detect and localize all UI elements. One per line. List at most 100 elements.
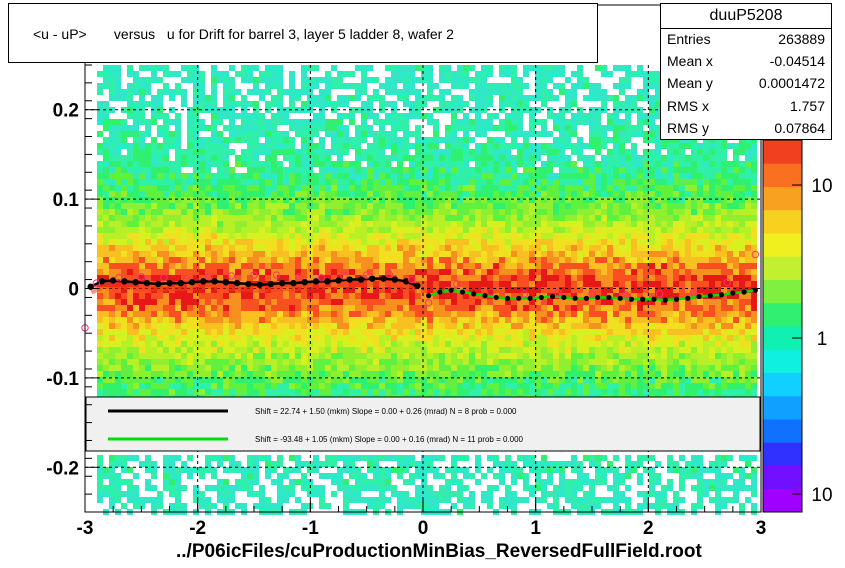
heatmap-cell <box>631 263 637 269</box>
heatmap-cell <box>457 329 463 335</box>
heatmap-cell <box>409 143 415 149</box>
heatmap-cell <box>631 167 637 173</box>
heatmap-cell <box>163 197 169 203</box>
heatmap-cell <box>469 299 475 305</box>
heatmap-cell <box>253 311 259 317</box>
heatmap-cell <box>97 317 103 323</box>
heatmap-cell <box>673 239 679 245</box>
heatmap-cell <box>391 143 397 149</box>
heatmap-cell <box>103 275 109 281</box>
heatmap-cell <box>445 359 451 365</box>
heatmap-cell <box>169 203 175 209</box>
heatmap-cell <box>175 269 181 275</box>
heatmap-cell <box>559 281 565 287</box>
heatmap-cell <box>493 191 499 197</box>
heatmap-cell <box>301 233 307 239</box>
heatmap-cell <box>295 197 301 203</box>
heatmap-cell <box>379 143 385 149</box>
heatmap-cell <box>163 71 169 77</box>
heatmap-cell <box>283 131 289 137</box>
heatmap-cell <box>229 269 235 275</box>
heatmap-cell <box>667 311 673 317</box>
heatmap-cell <box>517 83 523 89</box>
heatmap-cell <box>451 131 457 137</box>
heatmap-cell <box>727 179 733 185</box>
heatmap-cell <box>331 209 337 215</box>
heatmap-cell <box>181 305 187 311</box>
heatmap-cell <box>349 71 355 77</box>
heatmap-cell <box>535 65 541 71</box>
heatmap-cell <box>601 203 607 209</box>
heatmap-cell <box>439 221 445 227</box>
heatmap-cell <box>235 197 241 203</box>
heatmap-cell <box>343 359 349 365</box>
heatmap-cell <box>271 155 277 161</box>
heatmap-cell <box>289 263 295 269</box>
heatmap-cell <box>97 335 103 341</box>
heatmap-cell <box>289 329 295 335</box>
heatmap-cell <box>577 299 583 305</box>
heatmap-cell <box>115 173 121 179</box>
heatmap-cell <box>463 305 469 311</box>
heatmap-cell <box>319 257 325 263</box>
heatmap-cell <box>595 221 601 227</box>
heatmap-cell <box>475 89 481 95</box>
heatmap-cell <box>253 227 259 233</box>
heatmap-cell <box>385 245 391 251</box>
heatmap-cell <box>577 293 583 299</box>
heatmap-cell <box>421 299 427 305</box>
heatmap-cell <box>745 299 751 305</box>
heatmap-cell <box>133 173 139 179</box>
heatmap-cell <box>457 287 463 293</box>
heatmap-cell <box>643 293 649 299</box>
heatmap-cell <box>433 221 439 227</box>
heatmap-cell <box>631 155 637 161</box>
heatmap-cell <box>745 167 751 173</box>
heatmap-cell <box>223 227 229 233</box>
heatmap-cell <box>169 269 175 275</box>
heatmap-cell <box>493 275 499 281</box>
heatmap-cell <box>193 335 199 341</box>
heatmap-cell <box>241 353 247 359</box>
heatmap-cell <box>583 179 589 185</box>
heatmap-cell <box>445 89 451 95</box>
heatmap-cell <box>301 137 307 143</box>
heatmap-cell <box>589 119 595 125</box>
heatmap-cell <box>625 203 631 209</box>
heatmap-cell <box>439 149 445 155</box>
heatmap-cell <box>433 245 439 251</box>
heatmap-cell <box>517 131 523 137</box>
heatmap-cell <box>451 179 457 185</box>
heatmap-cell <box>643 155 649 161</box>
heatmap-cell <box>139 263 145 269</box>
heatmap-cell <box>271 215 277 221</box>
heatmap-cell <box>205 155 211 161</box>
heatmap-cell <box>181 227 187 233</box>
heatmap-cell <box>751 269 757 275</box>
heatmap-cell <box>481 101 487 107</box>
heatmap-cell <box>283 179 289 185</box>
heatmap-cell <box>679 305 685 311</box>
heatmap-cell <box>697 269 703 275</box>
heatmap-cell <box>151 95 157 101</box>
heatmap-cell <box>295 323 301 329</box>
heatmap-cell <box>439 89 445 95</box>
heatmap-cell <box>385 335 391 341</box>
heatmap-cell <box>745 275 751 281</box>
heatmap-cell <box>559 335 565 341</box>
heatmap-cell <box>229 245 235 251</box>
heatmap-cell <box>595 353 601 359</box>
heatmap-cell <box>613 137 619 143</box>
heatmap-cell <box>583 191 589 197</box>
heatmap-cell <box>289 215 295 221</box>
heatmap-cell <box>685 233 691 239</box>
heatmap-cell <box>469 245 475 251</box>
heatmap-cell <box>379 161 385 167</box>
heatmap-cell <box>427 95 433 101</box>
heatmap-cell <box>109 137 115 143</box>
heatmap-cell <box>685 275 691 281</box>
heatmap-cell <box>127 113 133 119</box>
heatmap-cell <box>163 149 169 155</box>
heatmap-cell <box>529 335 535 341</box>
heatmap-cell <box>349 203 355 209</box>
